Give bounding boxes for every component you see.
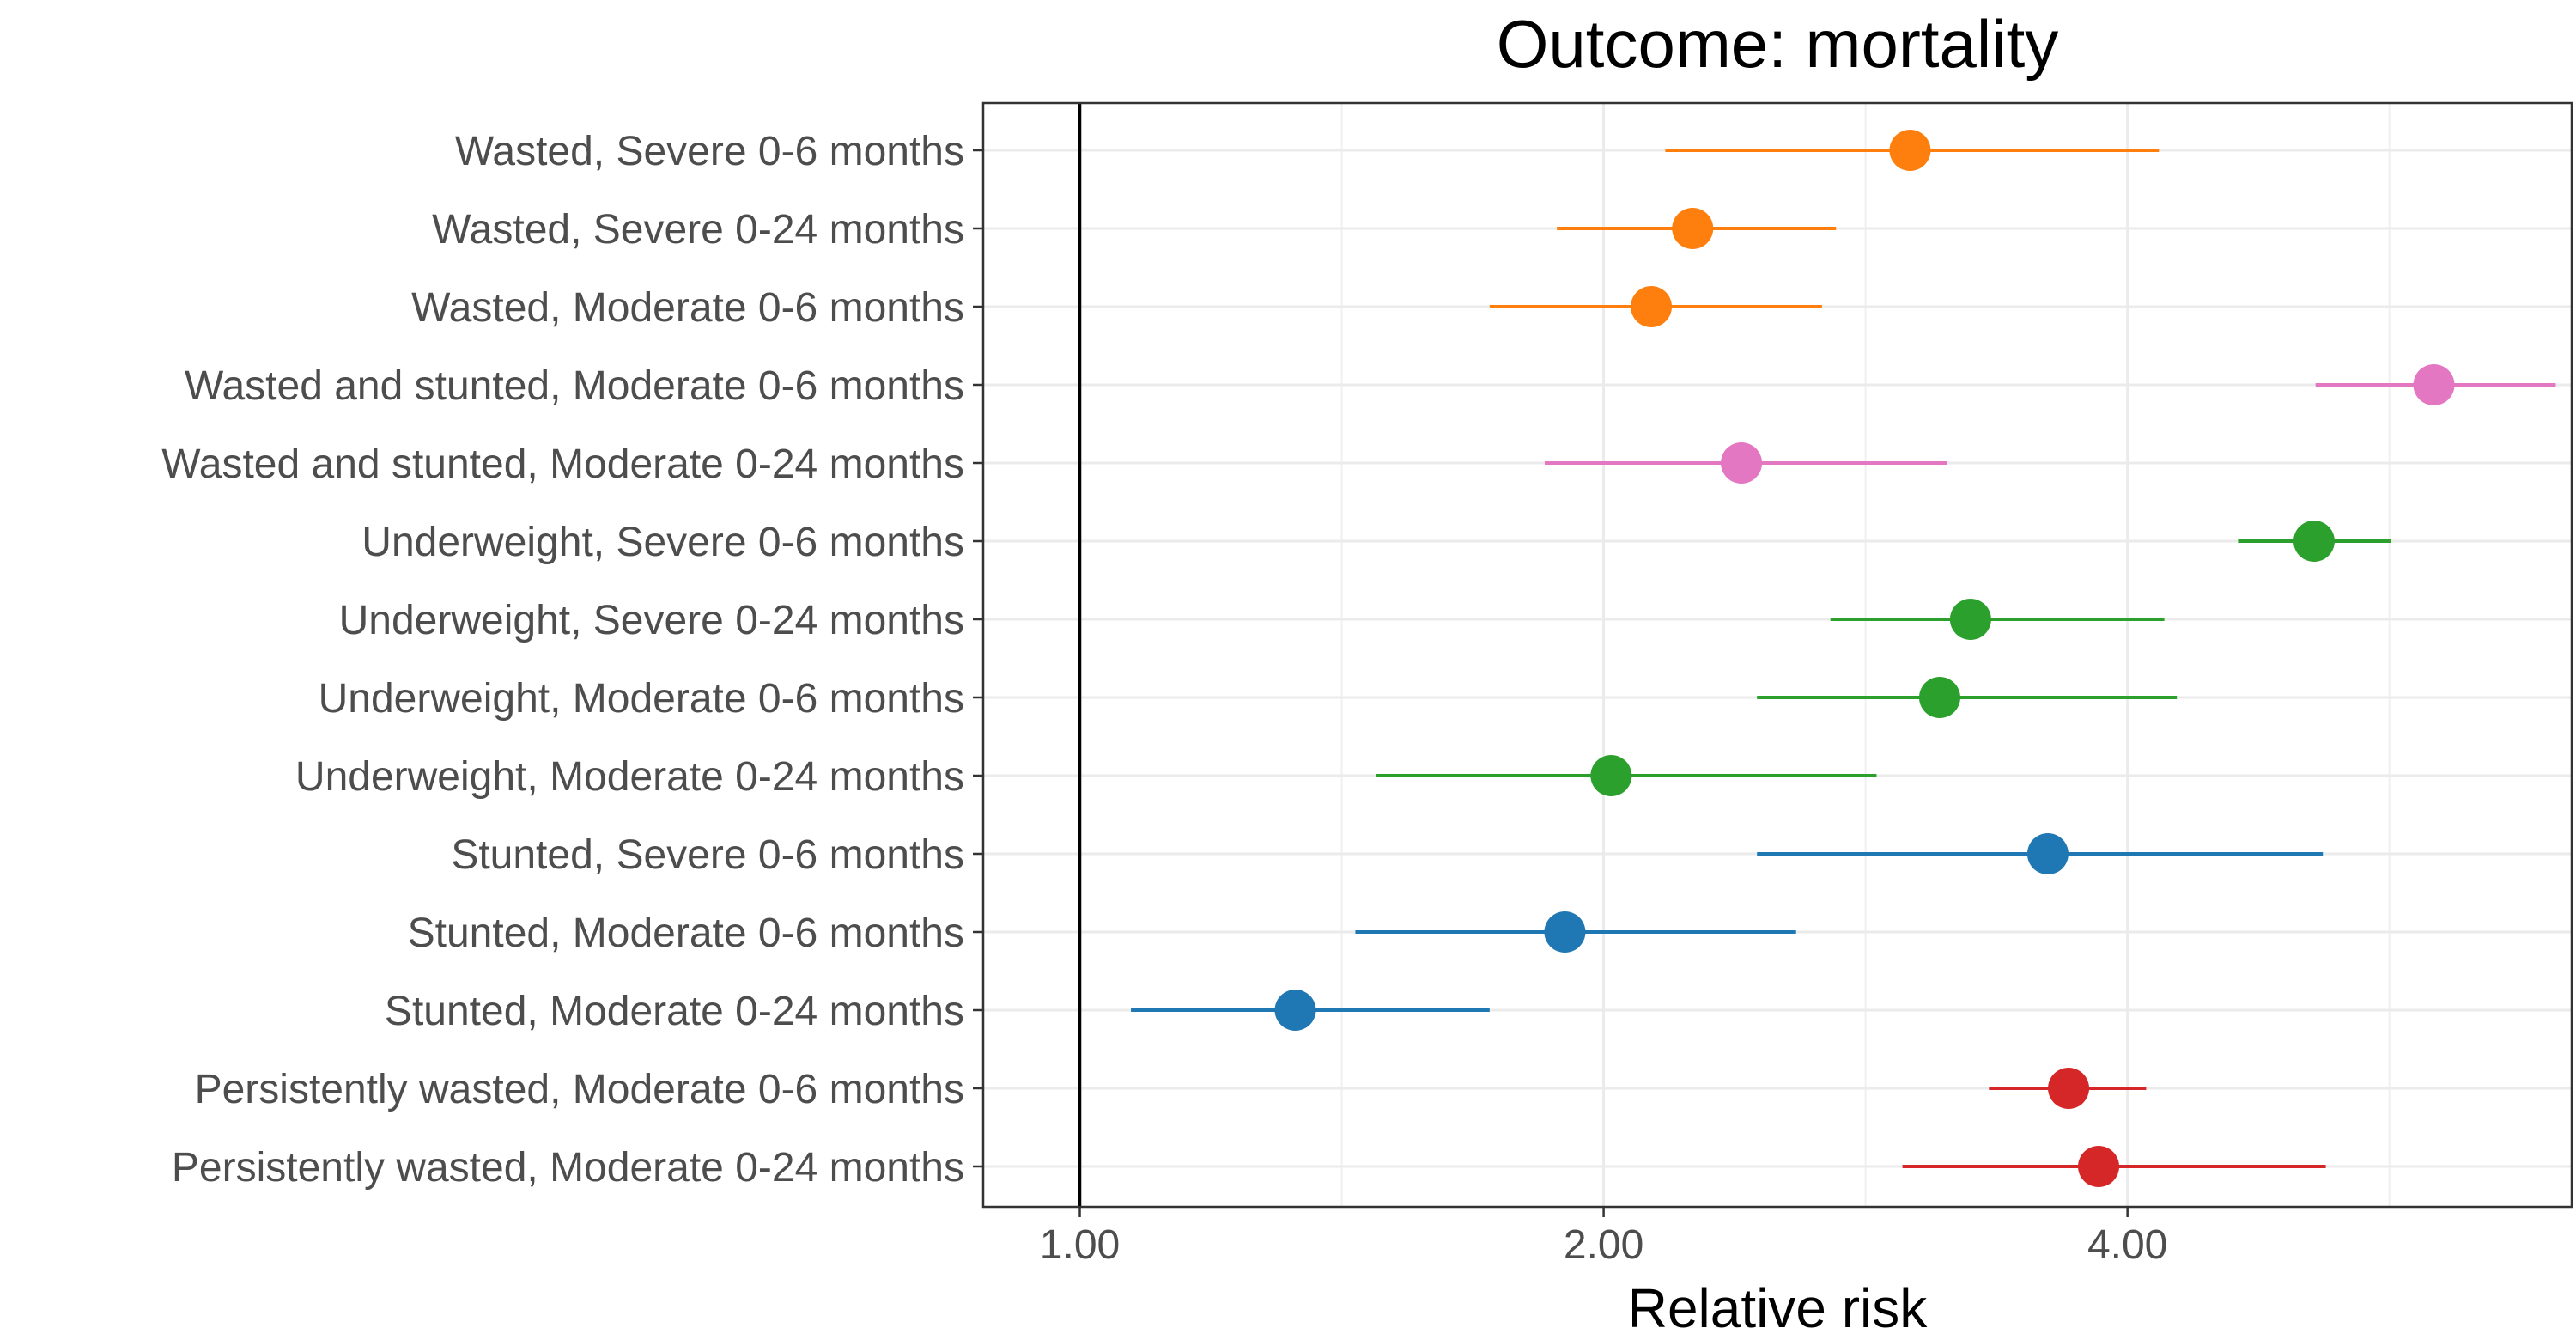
y-tick-label: Wasted and stunted, Moderate 0-6 months bbox=[185, 363, 964, 409]
y-tick-label: Stunted, Severe 0-6 months bbox=[451, 832, 964, 878]
chart-title: Outcome: mortality bbox=[1497, 6, 2059, 82]
y-tick-label: Underweight, Moderate 0-6 months bbox=[319, 676, 964, 722]
x-tick-label: 4.00 bbox=[2087, 1222, 2167, 1268]
point-estimate bbox=[1544, 911, 1586, 953]
point-estimate bbox=[1918, 677, 1960, 718]
x-axis-label: Relative risk bbox=[1628, 1277, 1929, 1339]
point-estimate bbox=[2293, 521, 2335, 562]
y-axis: Wasted, Severe 0-6 months Wasted, Severe … bbox=[161, 129, 983, 1191]
point-estimate bbox=[2078, 1146, 2120, 1187]
y-tick-label: Persistently wasted, Moderate 0-24 month… bbox=[172, 1145, 964, 1191]
point-estimate bbox=[1889, 130, 1931, 171]
x-tick-label: 1.00 bbox=[1040, 1222, 1120, 1268]
y-tick-label: Underweight, Moderate 0-24 months bbox=[295, 754, 964, 800]
y-tick-label: Underweight, Severe 0-6 months bbox=[361, 520, 964, 565]
major-gridlines bbox=[983, 103, 2572, 1207]
plot-panel-border bbox=[981, 101, 2573, 1209]
x-tick-label: 2.00 bbox=[1564, 1222, 1643, 1268]
point-estimate bbox=[2413, 364, 2455, 405]
y-tick-label: Wasted and stunted, Moderate 0-24 months bbox=[161, 442, 964, 487]
y-tick-label: Stunted, Moderate 0-24 months bbox=[385, 989, 964, 1034]
point-estimate bbox=[1949, 599, 1991, 640]
point-estimate bbox=[2026, 833, 2069, 874]
y-tick-label: Stunted, Moderate 0-6 months bbox=[408, 911, 964, 956]
x-axis: 1.00 2.00 4.00 bbox=[1040, 1207, 2167, 1268]
point-estimate bbox=[1590, 755, 1632, 796]
point-estimate bbox=[1274, 990, 1316, 1031]
point-estimate bbox=[1721, 442, 1763, 484]
point-estimate bbox=[2048, 1068, 2090, 1109]
y-tick-label: Wasted, Severe 0-6 months bbox=[455, 129, 964, 174]
y-tick-label: Wasted, Severe 0-24 months bbox=[432, 207, 964, 253]
point-estimate bbox=[1631, 286, 1673, 327]
minor-gridlines bbox=[1340, 103, 2391, 1207]
point-estimate bbox=[1672, 208, 1714, 249]
y-tick-label: Underweight, Severe 0-24 months bbox=[339, 598, 964, 643]
y-tick-label: Wasted, Moderate 0-6 months bbox=[411, 285, 964, 331]
plot-marks bbox=[1131, 130, 2556, 1187]
y-tick-label: Persistently wasted, Moderate 0-6 months bbox=[195, 1067, 964, 1112]
